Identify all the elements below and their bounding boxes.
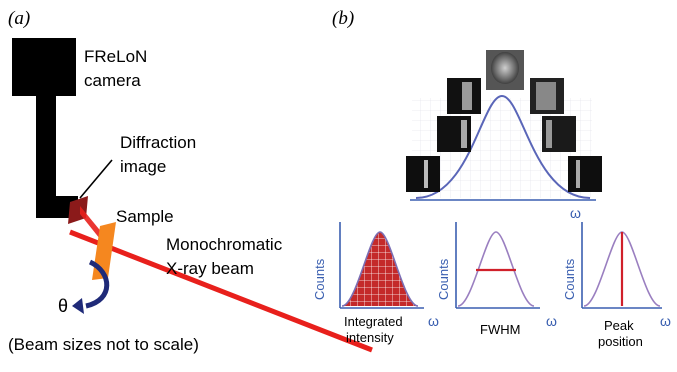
plot2-xlabel: ω: [546, 313, 557, 329]
beam-label-line2: X-ray beam: [166, 259, 254, 278]
sample-label: Sample: [116, 207, 174, 226]
plot1-caption-line1: Integrated: [344, 314, 403, 329]
plot3-caption-line2: position: [598, 334, 643, 349]
plot1-ylabel: Counts: [312, 258, 327, 300]
scale-note: (Beam sizes not to scale): [8, 335, 199, 354]
plot3-xlabel: ω: [660, 313, 671, 329]
top-omega-label: ω: [570, 205, 581, 221]
theta-label: θ: [58, 296, 68, 316]
panel-a-label: (a): [8, 8, 30, 29]
diffraction-label-line1: Diffraction: [120, 133, 196, 152]
plot1-caption-line2: intensity: [346, 330, 394, 345]
xray-beam: [69, 229, 373, 353]
plot3-caption-line1: Peak: [604, 318, 634, 333]
plot1-xlabel: ω: [428, 313, 439, 329]
plot2-caption-line1: FWHM: [480, 322, 520, 337]
camera-label-line1: FReLoN: [84, 47, 147, 66]
plot-integrated-intensity: [339, 222, 424, 309]
plot2-ylabel: Counts: [436, 258, 451, 300]
camera-label-line2: camera: [84, 71, 141, 90]
plot-fwhm: [455, 222, 540, 309]
beam-label-line1: Monochromatic: [166, 235, 283, 254]
plot3-ylabel: Counts: [562, 258, 577, 300]
diffraction-label-line2: image: [120, 157, 166, 176]
diffraction-pointer-line: [79, 159, 113, 199]
camera: [12, 38, 78, 218]
plot-peak-position: [581, 222, 662, 309]
rotation-arrow: [72, 259, 110, 314]
diffraction-thumbnails: [406, 50, 602, 192]
panel-b-label: (b): [332, 8, 354, 29]
